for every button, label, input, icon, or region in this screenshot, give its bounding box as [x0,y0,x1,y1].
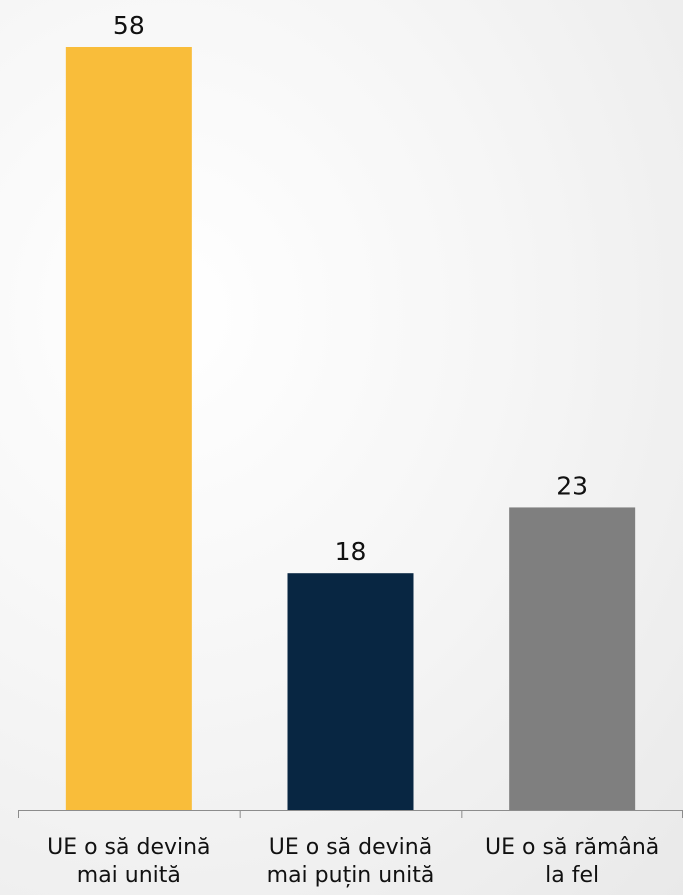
value-labels-group: 58 18 23 [113,11,588,566]
value-label-1: 58 [113,11,145,40]
x-axis [18,810,683,818]
category-label-3: UE o să rămână la fel [485,835,659,888]
bar-1 [65,47,192,810]
value-label-2: 18 [335,537,367,566]
bars-group [65,47,636,810]
bar-3 [509,507,636,810]
value-label-3: 23 [556,471,588,500]
category-label-1: UE o să devină mai unită [47,835,210,888]
category-label-2: UE o să devină mai puțin unită [267,835,435,888]
bar-2 [287,573,414,810]
category-labels-group: UE o să devină mai unită UE o să devină mai… [47,835,659,888]
